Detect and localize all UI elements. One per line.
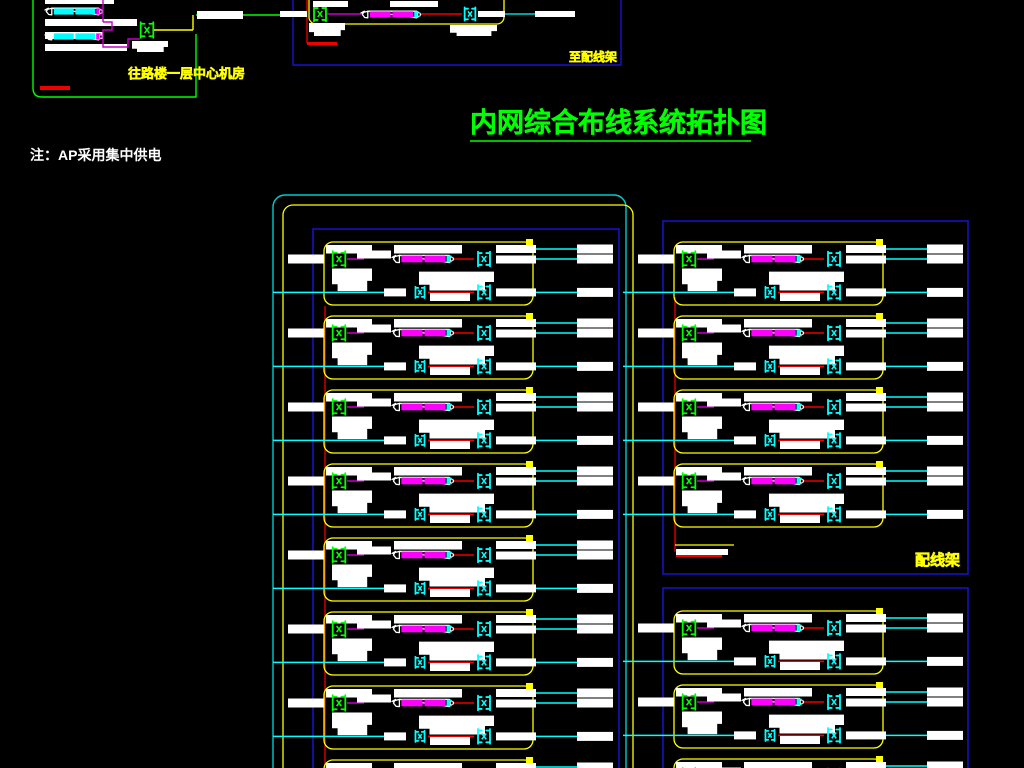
svg-text:注：AP采用集中供电: 注：AP采用集中供电 (30, 147, 161, 163)
svg-text:配线架: 配线架 (915, 551, 960, 569)
svg-text:至配线架: 至配线架 (569, 49, 617, 64)
svg-text:往路楼一层中心机房: 往路楼一层中心机房 (128, 66, 245, 81)
svg-text:内网综合布线系统拓扑图: 内网综合布线系统拓扑图 (470, 107, 767, 138)
